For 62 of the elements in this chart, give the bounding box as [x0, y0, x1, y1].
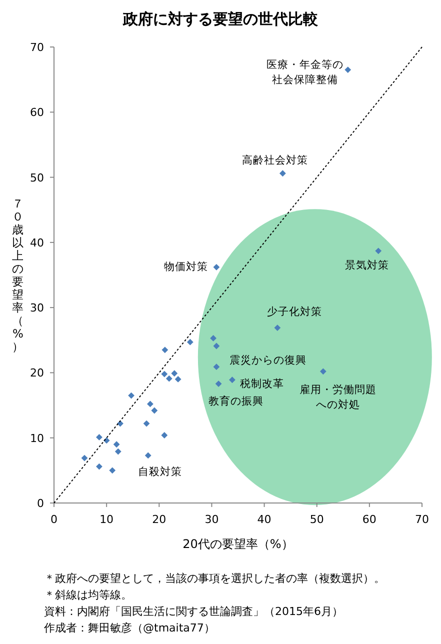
point — [344, 66, 352, 73]
point — [109, 467, 116, 474]
y-tick-label: 0 — [37, 497, 44, 510]
point — [375, 248, 382, 254]
point — [279, 170, 286, 177]
annotation: 自殺対策 — [138, 465, 182, 478]
x-tick-label: 0 — [50, 513, 58, 526]
annotation: 物価対策 — [164, 260, 208, 273]
y-tick-label: 70 — [30, 41, 44, 54]
point — [210, 334, 216, 342]
point — [161, 370, 168, 378]
x-tick-label: 70 — [415, 513, 429, 526]
annotation: 少子化対策 — [266, 304, 322, 318]
chart-title: 政府に対する要望の世代比較 — [122, 10, 319, 28]
y-tick-label: 40 — [30, 236, 44, 250]
x-axis-title: 20代の要望率（%） — [182, 537, 294, 551]
x-tick-label: 30 — [204, 513, 219, 526]
point — [213, 364, 220, 370]
point — [96, 434, 102, 440]
x-tick-label: 10 — [100, 513, 114, 526]
text: ＊政府への要望として，当該の事項を選択した者の率（複数選択）。 — [44, 572, 385, 585]
point — [213, 342, 220, 350]
x-tick-label: 60 — [362, 513, 376, 526]
x-tick-label: 40 — [257, 513, 272, 526]
text: ７０歳以上の要望率（%） — [12, 196, 24, 354]
point — [174, 376, 182, 382]
point — [215, 380, 222, 387]
annotation: 震災からの復興 — [229, 354, 306, 367]
point — [96, 463, 102, 470]
annotation: 税制改革 — [240, 377, 284, 390]
annotation: 景気対策 — [344, 258, 389, 272]
point — [161, 432, 168, 438]
y-tick-label: 50 — [30, 171, 44, 184]
point — [166, 375, 172, 382]
point — [229, 376, 236, 384]
point — [143, 420, 150, 427]
y-tick-label: 60 — [30, 106, 44, 120]
y-tick-label: 20 — [30, 366, 44, 380]
text: 資料：内閣府「国民生活に関する世論調査」（2015年6月） — [44, 605, 343, 618]
point — [81, 454, 88, 462]
point — [113, 441, 120, 448]
annotation: 高齢社会対策 — [242, 154, 308, 167]
text: 作成者：舞田敏彦（@tmaita77） — [43, 622, 215, 634]
point — [320, 368, 326, 375]
point — [186, 338, 194, 346]
point — [147, 400, 154, 408]
point — [103, 437, 110, 444]
point — [151, 407, 158, 414]
y-tick-label: 10 — [30, 432, 44, 445]
point — [144, 452, 152, 459]
point — [213, 264, 220, 270]
x-tick-label: 20 — [152, 513, 166, 526]
point — [162, 346, 168, 354]
point — [274, 324, 281, 331]
annotation: 医療・年金等の社会保障整備 — [266, 58, 344, 86]
annotation: 雇用・労働問題への対処 — [299, 383, 376, 412]
text: ＊斜線は均等線。 — [44, 588, 132, 602]
annotation: 教育の振興 — [208, 394, 264, 408]
y-tick-label: 30 — [30, 302, 44, 315]
point — [171, 370, 178, 377]
point — [114, 448, 122, 455]
x-tick-label: 50 — [310, 513, 324, 526]
